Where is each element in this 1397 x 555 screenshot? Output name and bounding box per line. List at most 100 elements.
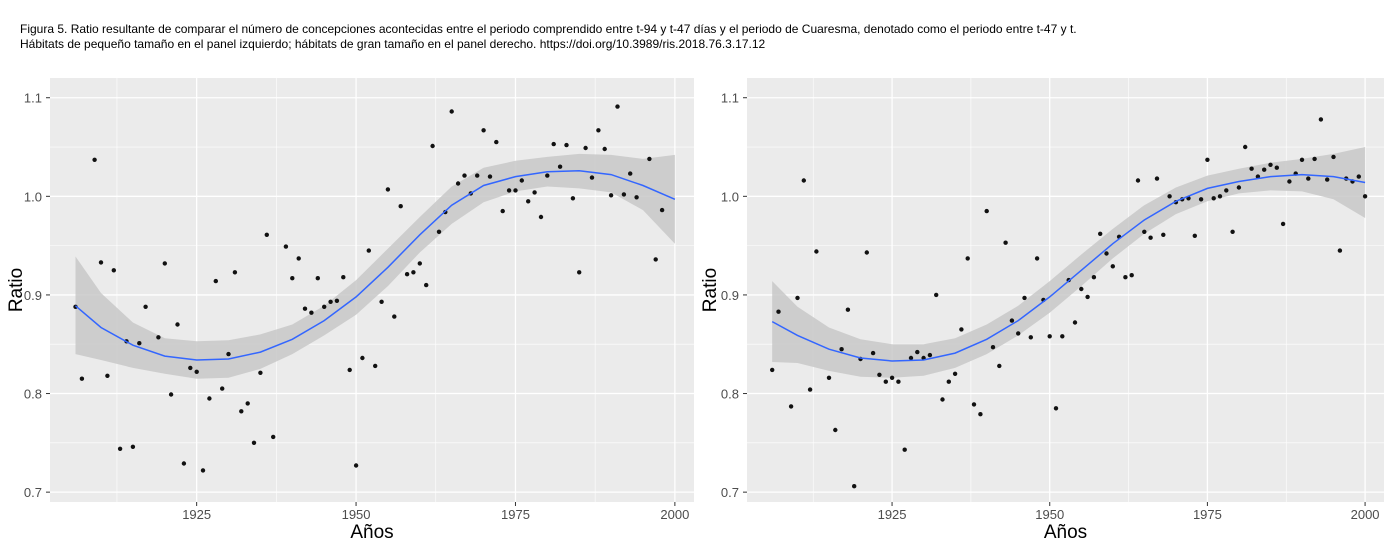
left-data-point bbox=[264, 232, 269, 237]
left-data-point bbox=[226, 351, 231, 357]
left-tick-label-x: 1975 bbox=[501, 507, 530, 522]
left-data-point bbox=[647, 156, 652, 162]
right-tick-label-x: 1925 bbox=[878, 507, 907, 522]
right-tick-label-x: 1975 bbox=[1193, 507, 1222, 522]
left-data-point bbox=[564, 142, 569, 148]
right-data-point bbox=[826, 375, 832, 380]
left-data-point bbox=[328, 299, 333, 304]
right-data-point bbox=[959, 327, 964, 332]
right-y-axis-title: Ratio bbox=[700, 268, 721, 312]
left-data-point bbox=[353, 463, 359, 468]
right-data-point bbox=[1110, 264, 1116, 269]
right-data-point bbox=[915, 349, 920, 355]
left-data-point bbox=[398, 204, 403, 209]
left-data-point bbox=[245, 401, 250, 406]
left-tick-label-x: 2000 bbox=[660, 507, 689, 522]
left-data-point bbox=[519, 178, 524, 183]
right-data-point bbox=[965, 256, 970, 261]
left-data-point bbox=[213, 278, 218, 284]
left-data-point bbox=[481, 128, 486, 133]
left-data-point bbox=[487, 174, 493, 179]
right-data-point bbox=[1325, 177, 1330, 182]
left-data-point bbox=[73, 304, 78, 309]
left-confidence-ribbon bbox=[75, 153, 675, 379]
right-data-point bbox=[1129, 273, 1134, 278]
left-y-axis-title: Ratio bbox=[6, 268, 27, 312]
right-data-point bbox=[940, 397, 945, 402]
left-data-point bbox=[513, 188, 518, 193]
right-data-point bbox=[770, 367, 775, 373]
left-data-point bbox=[181, 461, 187, 466]
left-data-point bbox=[532, 190, 537, 195]
right-data-point bbox=[1287, 179, 1292, 184]
left-data-point bbox=[315, 276, 320, 281]
right-data-point bbox=[1098, 231, 1103, 236]
left-data-point bbox=[653, 257, 658, 262]
left-data-point bbox=[404, 272, 410, 277]
right-data-point bbox=[990, 345, 996, 350]
left-tick-label-x: 1950 bbox=[342, 507, 371, 522]
right-data-point bbox=[1236, 185, 1242, 190]
right-data-point bbox=[1211, 196, 1216, 201]
left-data-point bbox=[239, 409, 244, 414]
right-data-point bbox=[1016, 331, 1021, 336]
left-data-point bbox=[596, 128, 601, 133]
caption-line-2: Hábitats de pequeño tamaño en el panel i… bbox=[20, 37, 766, 51]
right-data-point bbox=[1154, 176, 1160, 181]
left-data-point bbox=[117, 446, 123, 451]
left-data-point bbox=[290, 276, 295, 281]
left-data-point bbox=[232, 270, 238, 275]
right-data-point bbox=[1135, 178, 1141, 183]
left-data-point bbox=[309, 310, 314, 315]
left-data-point bbox=[526, 199, 531, 204]
right-data-point bbox=[814, 249, 819, 254]
right-data-point bbox=[1198, 197, 1204, 202]
left-data-point bbox=[92, 157, 97, 162]
right-tick-label-x: 2000 bbox=[1351, 507, 1380, 522]
right-data-point bbox=[1280, 221, 1286, 227]
left-data-point bbox=[557, 164, 563, 169]
right-data-point bbox=[1249, 166, 1254, 171]
left-data-point bbox=[373, 363, 378, 369]
right-data-point bbox=[1079, 286, 1084, 292]
left-data-point bbox=[162, 261, 167, 266]
left-data-point bbox=[283, 244, 289, 249]
right-data-point bbox=[902, 447, 907, 452]
left-data-point bbox=[621, 192, 627, 197]
left-data-point bbox=[341, 275, 346, 280]
left-data-point bbox=[143, 304, 148, 309]
right-data-point bbox=[1022, 295, 1027, 301]
left-data-point bbox=[251, 440, 257, 445]
right-data-point bbox=[845, 307, 851, 312]
right-data-point bbox=[1123, 275, 1128, 280]
right-data-point bbox=[839, 347, 844, 352]
right-data-point bbox=[1243, 144, 1248, 150]
right-data-point bbox=[1205, 157, 1210, 162]
right-data-point bbox=[877, 372, 882, 377]
left-data-point bbox=[494, 139, 499, 145]
right-data-point bbox=[1053, 406, 1059, 411]
left-data-point bbox=[385, 187, 391, 192]
left-tick-label-y: 1.1 bbox=[24, 91, 42, 106]
left-data-point bbox=[366, 248, 371, 253]
left-data-point bbox=[634, 195, 639, 200]
right-data-point bbox=[1028, 335, 1034, 340]
right-data-point bbox=[1085, 294, 1090, 300]
left-data-point bbox=[545, 173, 550, 178]
left-data-point bbox=[506, 188, 512, 193]
right-data-point bbox=[1192, 233, 1198, 238]
left-data-point bbox=[392, 314, 397, 319]
left-tick-label-x: 1925 bbox=[182, 507, 211, 522]
right-data-point bbox=[1306, 176, 1311, 181]
right-data-point bbox=[852, 484, 857, 489]
left-data-point bbox=[105, 373, 110, 378]
left-data-point bbox=[424, 282, 429, 288]
right-data-point bbox=[1217, 194, 1223, 199]
right-data-point bbox=[788, 404, 794, 409]
left-data-point bbox=[589, 175, 595, 180]
right-data-point bbox=[1003, 240, 1008, 245]
right-x-axis-title: Años bbox=[1044, 522, 1087, 543]
left-tick-label-y: 1.0 bbox=[24, 189, 42, 204]
right-tick-label-y: 0.7 bbox=[721, 485, 739, 500]
